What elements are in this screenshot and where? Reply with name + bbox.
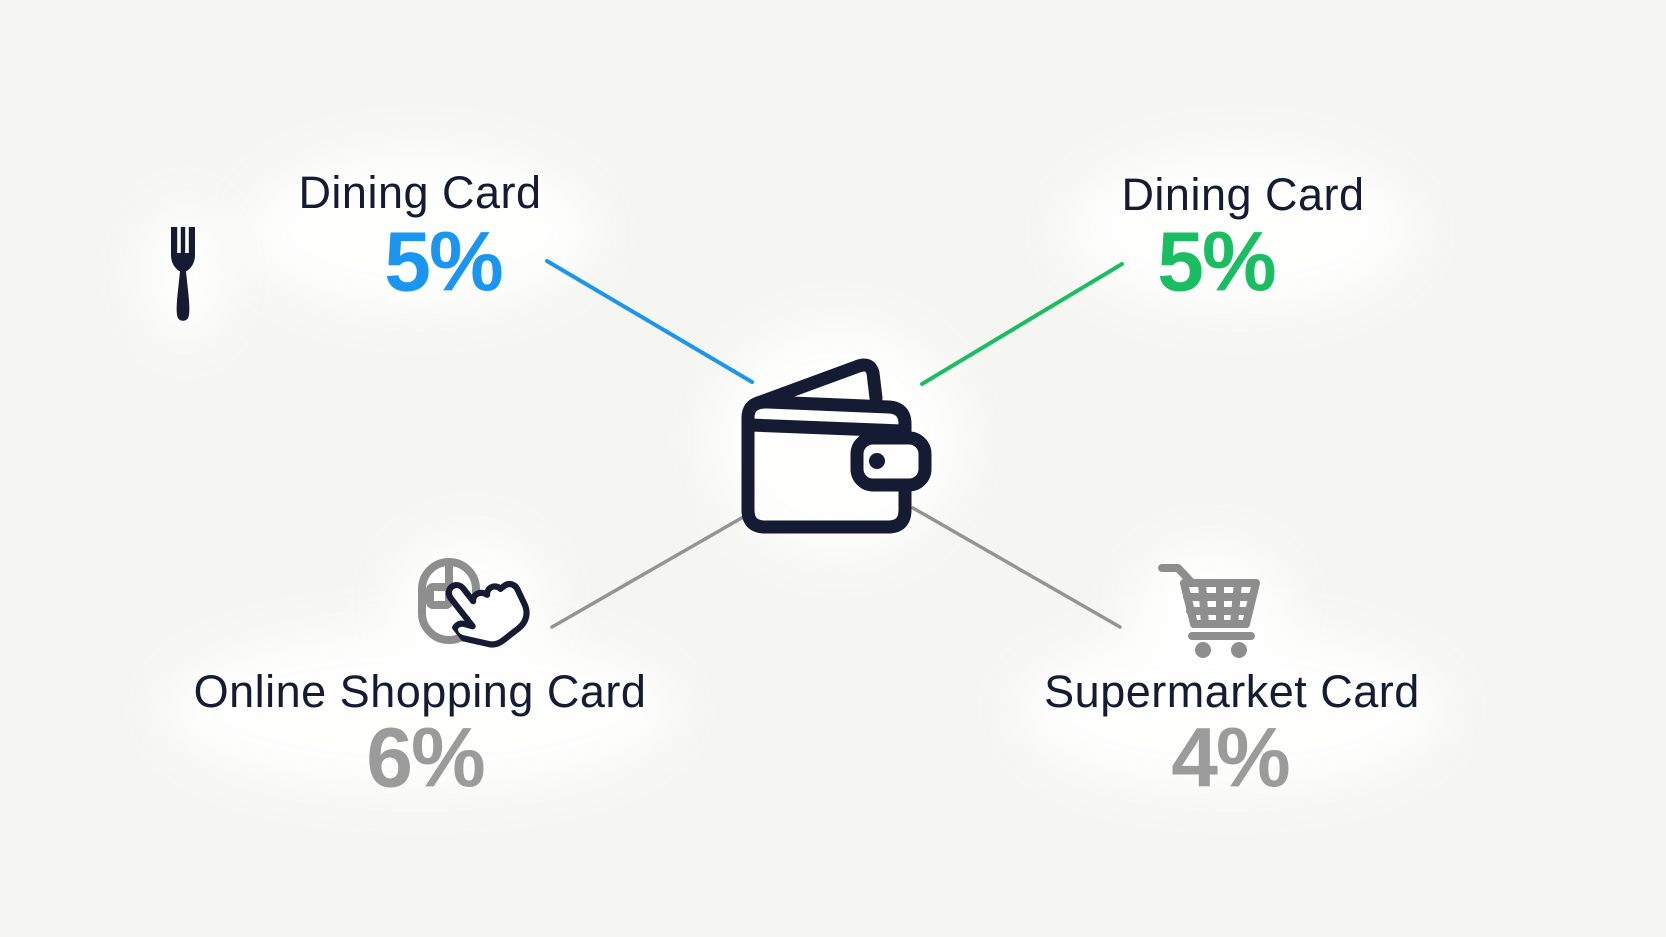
supermarket-label: Supermarket Card bbox=[1044, 666, 1420, 717]
wallet-fold bbox=[743, 418, 910, 438]
fork-icon bbox=[171, 227, 195, 321]
shopping-cart-icon bbox=[1158, 564, 1260, 658]
supermarket-percent: 4% bbox=[1171, 710, 1290, 805]
wallet-clasp-dot bbox=[869, 453, 885, 469]
connector-line-online bbox=[550, 510, 754, 629]
wallet-flap bbox=[751, 358, 883, 410]
white-halo bbox=[240, 145, 600, 315]
connector-line-dining-right bbox=[920, 262, 1124, 386]
dining-left-percent: 5% bbox=[384, 214, 503, 309]
dining-left-label: Dining Card bbox=[298, 167, 542, 218]
wallet-clasp bbox=[850, 431, 932, 492]
dining-right-percent: 5% bbox=[1157, 214, 1276, 309]
hand-cursor-icon bbox=[445, 580, 530, 648]
white-halo bbox=[1060, 145, 1420, 315]
connector-line-dining-left bbox=[545, 259, 754, 384]
connector-line-supermarket bbox=[911, 506, 1122, 629]
wallet-body bbox=[741, 395, 912, 534]
online-shopping-label: Online Shopping Card bbox=[193, 666, 647, 717]
dining-right-label: Dining Card bbox=[1121, 169, 1365, 220]
online-shopping-percent: 6% bbox=[366, 710, 485, 805]
wallet-icon bbox=[741, 358, 932, 534]
